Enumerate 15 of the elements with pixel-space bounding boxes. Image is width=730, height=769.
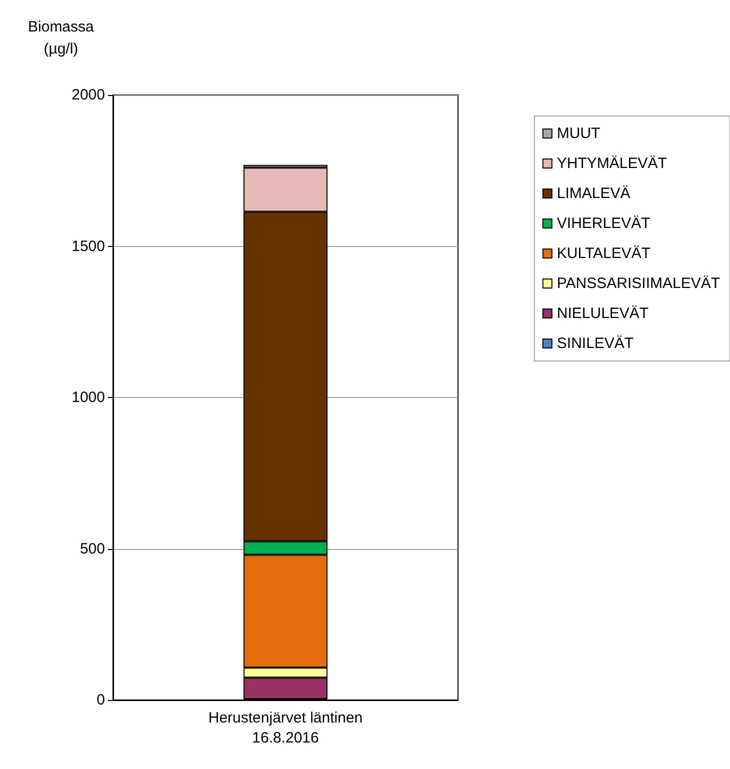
legend-label: YHTYMÄLEVÄT [556, 155, 667, 172]
legend-label: LIMALEVÄ [556, 185, 630, 202]
y-tick-label: 0 [96, 692, 105, 708]
legend-label: SINILEVÄT [556, 335, 634, 352]
y-tick-label: 1500 [72, 238, 105, 255]
y-axis-title: Biomassa (µg/l) [28, 18, 95, 58]
legend-label: NIELULEVÄT [556, 305, 649, 322]
x-tick-label: Herustenjärvet läntinen 16.8.2016 [208, 710, 363, 746]
legend-label: PANSSARISIIMALEVÄT [556, 275, 720, 292]
y-tick-label: 2000 [72, 86, 105, 104]
y-tick-label: 1000 [72, 389, 105, 406]
y-tick-label: 500 [80, 540, 105, 558]
legend-label: MUUT [556, 125, 600, 142]
legend-label: VIHERLEVÄT [556, 215, 650, 232]
legend-label: KULTALEVÄT [556, 245, 651, 262]
